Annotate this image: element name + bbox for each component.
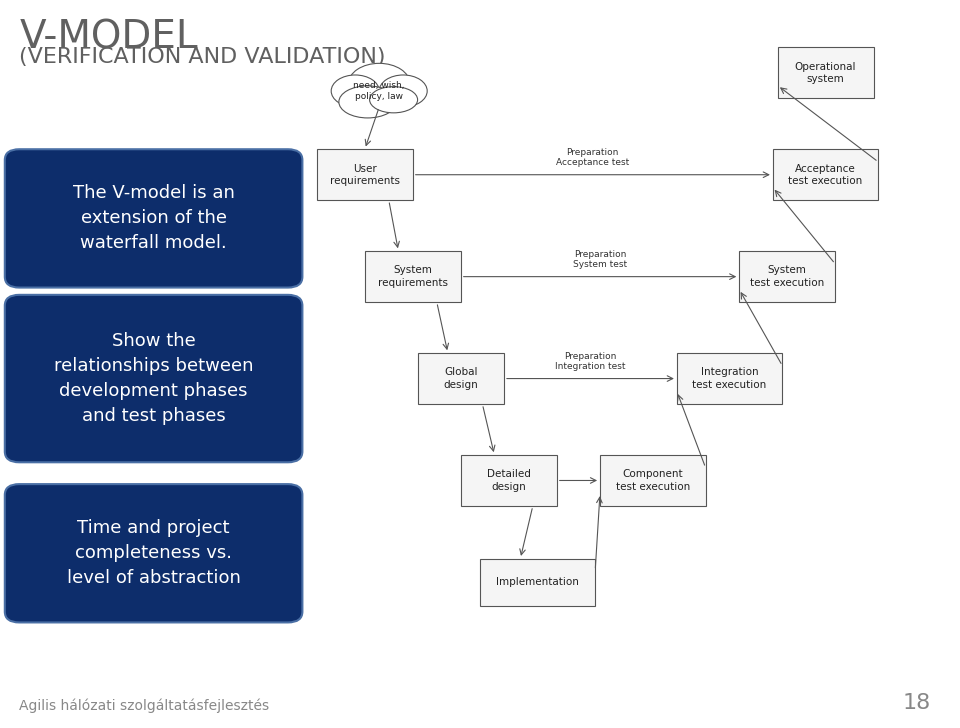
FancyBboxPatch shape [5, 295, 302, 462]
FancyBboxPatch shape [461, 455, 557, 506]
FancyBboxPatch shape [773, 149, 878, 200]
FancyBboxPatch shape [677, 353, 782, 404]
Text: Agilis hálózati szolgáltatásfejlesztés: Agilis hálózati szolgáltatásfejlesztés [19, 699, 270, 713]
Text: Operational
system: Operational system [795, 62, 856, 84]
Text: Acceptance
test execution: Acceptance test execution [788, 164, 863, 186]
Ellipse shape [348, 63, 410, 104]
FancyBboxPatch shape [480, 559, 595, 606]
Text: Integration
test execution: Integration test execution [692, 368, 767, 389]
Text: V-MODEL: V-MODEL [19, 18, 198, 56]
FancyBboxPatch shape [600, 455, 706, 506]
Ellipse shape [339, 86, 396, 118]
Text: Detailed
design: Detailed design [487, 470, 531, 491]
Text: System
test execution: System test execution [750, 266, 825, 288]
Ellipse shape [379, 75, 427, 107]
Text: Implementation: Implementation [496, 577, 579, 587]
Ellipse shape [370, 87, 418, 113]
Text: The V-model is an
extension of the
waterfall model.: The V-model is an extension of the water… [73, 184, 234, 253]
Text: Preparation
Acceptance test: Preparation Acceptance test [556, 148, 630, 167]
FancyBboxPatch shape [778, 47, 874, 98]
FancyBboxPatch shape [5, 484, 302, 622]
Text: 18: 18 [903, 694, 931, 713]
FancyBboxPatch shape [317, 149, 413, 200]
Text: (VERIFICATION AND VALIDATION): (VERIFICATION AND VALIDATION) [19, 47, 386, 67]
Ellipse shape [331, 75, 379, 107]
Text: Show the
relationships between
development phases
and test phases: Show the relationships between developme… [54, 332, 253, 425]
Text: Component
test execution: Component test execution [615, 470, 690, 491]
FancyBboxPatch shape [418, 353, 504, 404]
Text: Preparation
System test: Preparation System test [573, 250, 627, 269]
Text: need, wish,
policy, law: need, wish, policy, law [353, 81, 405, 101]
Text: User
requirements: User requirements [330, 164, 399, 186]
FancyBboxPatch shape [365, 251, 461, 302]
FancyBboxPatch shape [739, 251, 835, 302]
Text: Preparation
Integration test: Preparation Integration test [555, 352, 626, 371]
FancyBboxPatch shape [5, 149, 302, 288]
Text: Time and project
completeness vs.
level of abstraction: Time and project completeness vs. level … [66, 519, 241, 587]
Text: Global
design: Global design [444, 368, 478, 389]
Text: System
requirements: System requirements [378, 266, 447, 288]
